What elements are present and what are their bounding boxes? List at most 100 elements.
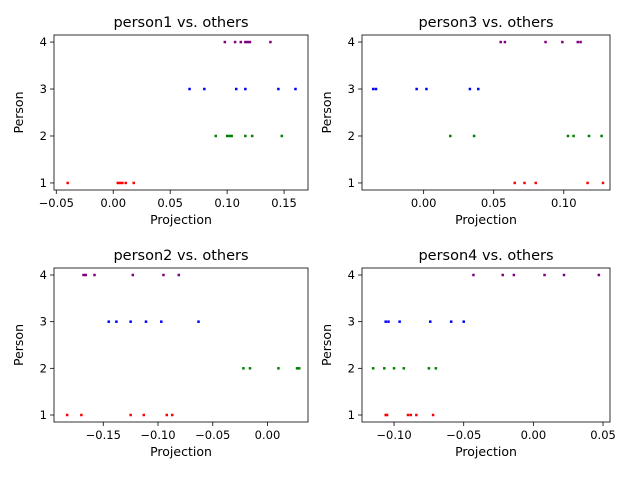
axes-frame [361,267,611,423]
data-point [523,181,526,185]
x-tick-label: −0.05 [446,428,481,442]
y-axis-label: Person [11,324,26,366]
data-point [250,134,254,138]
y-tick-label: 1 [348,176,355,190]
data-point [572,134,575,138]
x-tick-label: 0.00 [411,196,437,210]
data-point [431,413,435,417]
data-point [297,367,301,370]
y-tick-label: 3 [40,82,47,96]
data-point [170,413,174,417]
y-tick-label: 4 [40,35,47,49]
data-point [246,40,249,44]
data-point [409,413,413,417]
y-tick-label: 3 [348,315,355,329]
data-point [118,181,122,185]
data-point [501,273,504,277]
y-tick-label: 4 [348,35,355,49]
x-tick-label: −0.05 [195,428,230,442]
data-point [513,181,516,185]
data-point [142,413,146,417]
data-point [387,320,390,323]
data-point [162,273,165,277]
data-point [197,320,200,323]
data-point [434,367,438,370]
data-point [579,40,582,44]
data-point [562,273,566,277]
data-point [384,413,387,417]
x-axis-label: Projection [455,212,517,227]
data-point [385,413,389,417]
data-point [601,181,605,185]
data-point [462,320,465,323]
y-tick-label: 2 [40,361,47,375]
data-point [115,320,118,323]
data-point [132,181,135,185]
data-point [244,87,247,91]
y-tick-label: 1 [40,408,47,422]
data-point [66,181,69,185]
data-point [239,40,243,44]
data-point [116,181,120,185]
data-point [233,40,237,44]
x-tick-label: −0.10 [140,428,175,442]
y-axis-label: Person [319,324,334,366]
x-tick-label: 0.00 [255,428,281,442]
data-point [449,134,452,138]
y-tick-label: 1 [348,408,355,422]
y-tick-label: 3 [348,82,355,96]
y-axis-label: Person [11,91,26,133]
data-point [477,87,480,91]
data-point [82,273,85,277]
data-point [230,134,233,138]
data-point [80,413,83,417]
data-point [129,320,132,323]
data-point [124,181,128,185]
subplot-1: −0.05 0.00 0.05 0.10 0.15 1 2 3 4 person1 vs. oth… [11,15,309,227]
data-point [427,367,431,370]
subplot-title: person3 vs. others [418,15,553,31]
data-point [576,40,580,44]
data-point [244,134,247,138]
data-point [131,273,135,277]
data-point [402,367,406,370]
x-tick-label: −0.10 [376,428,411,442]
x-axis-label: Projection [150,212,212,227]
data-point [295,367,299,370]
data-point [398,320,401,323]
y-axis-label: Person [319,91,334,133]
x-tick-label: −0.15 [86,428,121,442]
subplot-title: person4 vs. others [418,248,553,264]
data-point [280,134,284,138]
x-tick-label: 0.05 [157,196,183,210]
data-point [242,367,245,370]
data-point [294,87,297,91]
data-point [512,273,516,277]
subplot-title: person1 vs. others [113,15,248,31]
data-point [248,367,252,370]
y-tick-label: 2 [40,129,47,143]
data-point [234,87,238,91]
x-axis-label: Projection [455,444,517,459]
data-point [534,181,537,185]
data-point [228,134,231,138]
axes-frame [53,34,309,191]
x-tick-label: 0.05 [590,428,616,442]
x-tick-label: 0.05 [481,196,507,210]
data-point [160,320,163,323]
data-point [371,367,375,370]
data-point [93,273,96,277]
x-tick-label: 0.15 [271,196,297,210]
data-point [129,413,132,417]
data-point [269,40,272,44]
data-point [144,320,148,323]
data-point [429,320,432,323]
data-point [472,134,476,138]
data-point [406,413,410,417]
y-tick-label: 1 [40,176,47,190]
subplot-title: person2 vs. others [113,248,248,264]
data-point [121,181,124,185]
x-tick-label: 0.00 [521,428,547,442]
data-point [277,87,280,91]
